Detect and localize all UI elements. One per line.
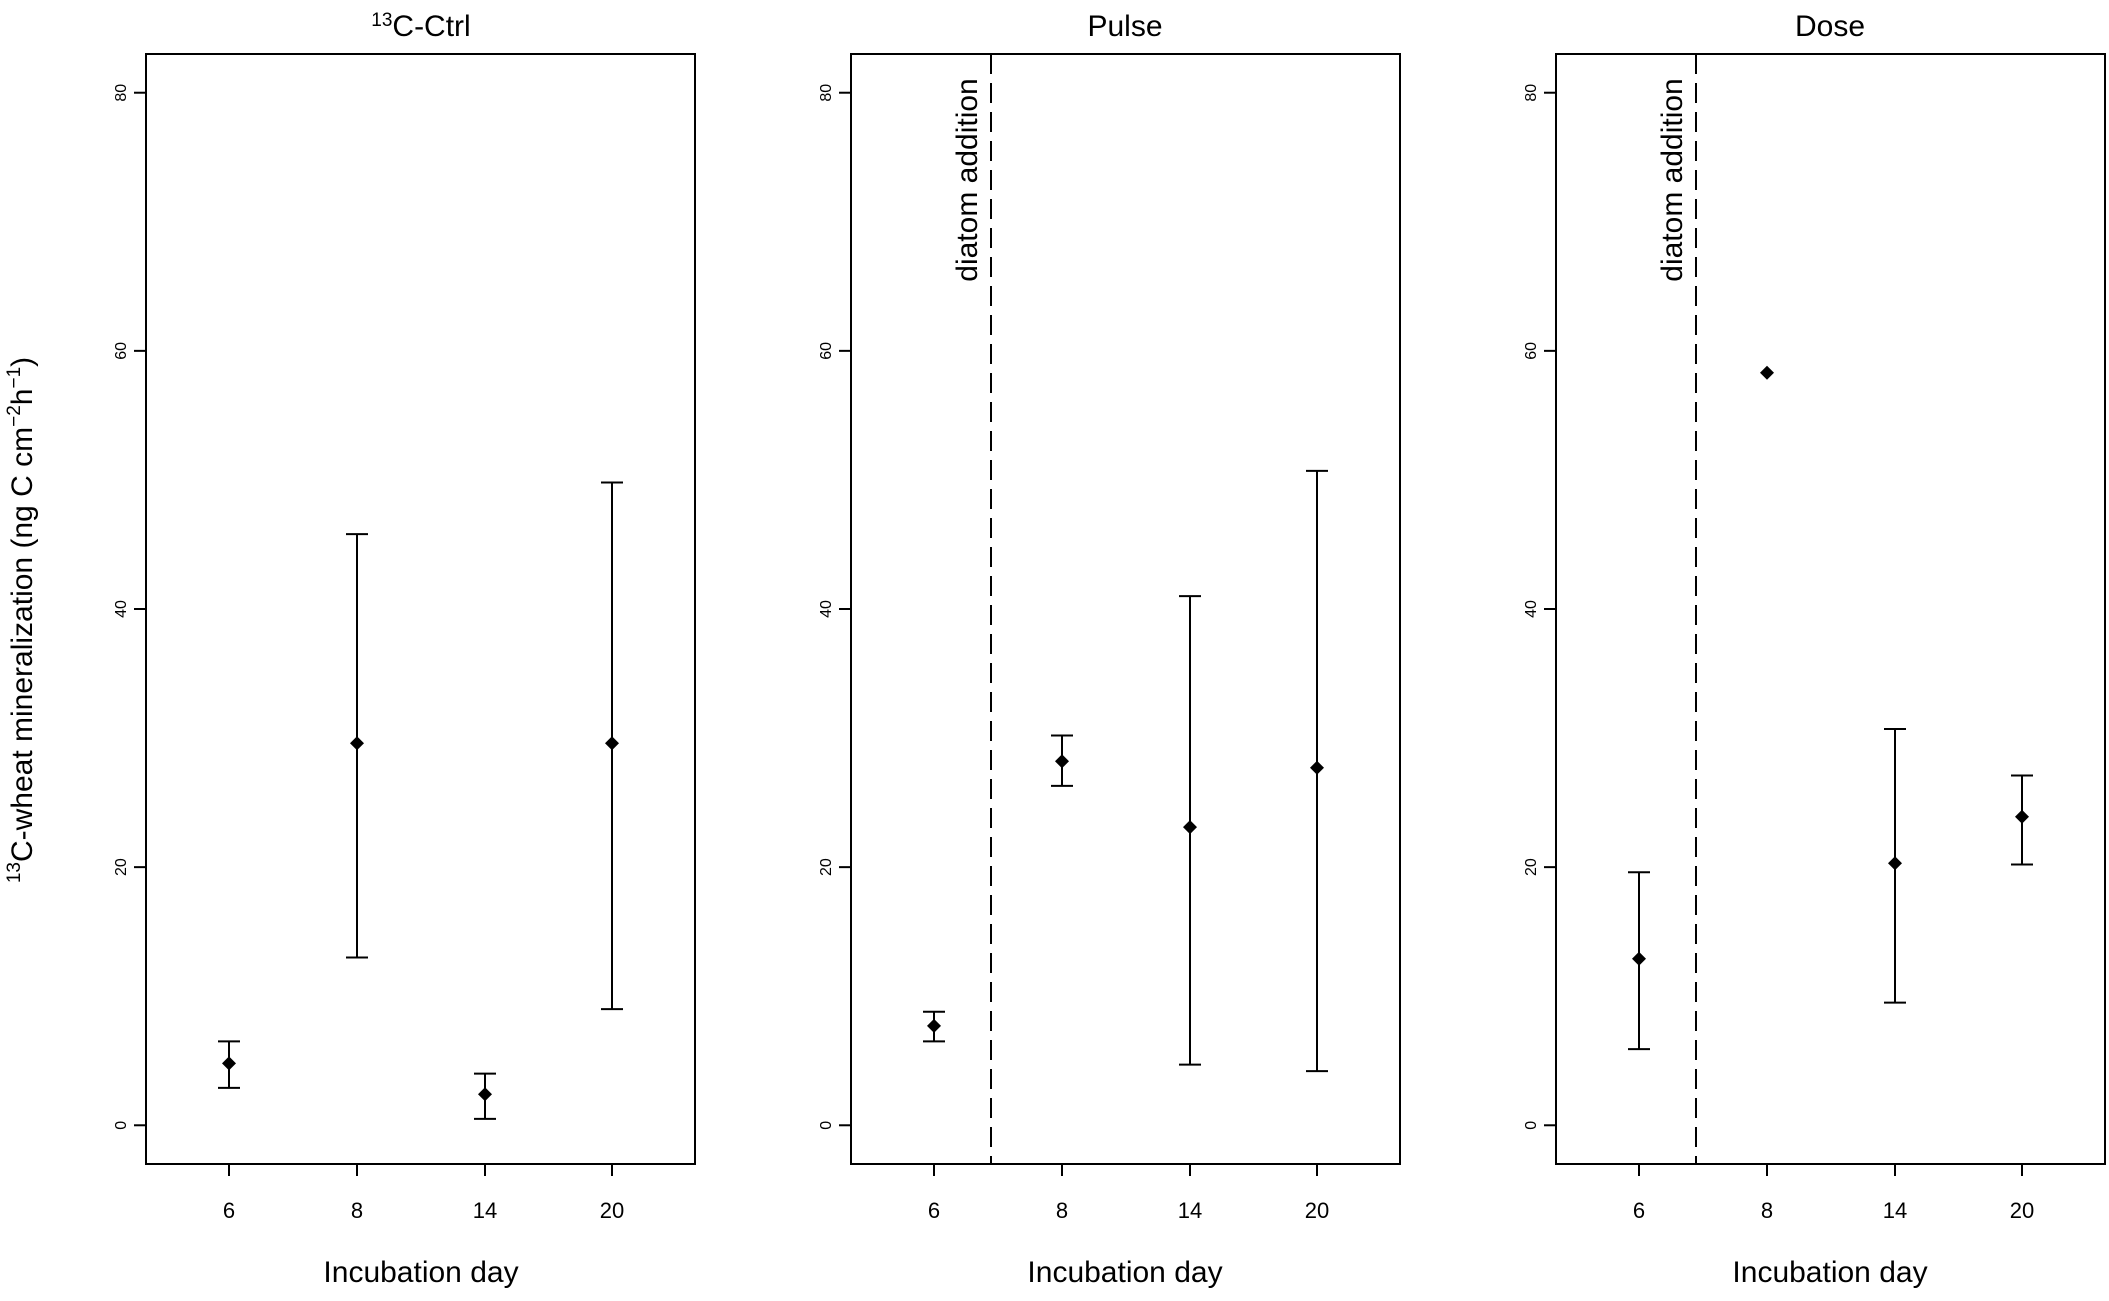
data-point xyxy=(222,1056,236,1071)
x-tick-label: 8 xyxy=(1056,1198,1068,1223)
y-tick-label: 0 xyxy=(818,1121,835,1130)
y-tick-label: 0 xyxy=(1523,1121,1540,1130)
data-point xyxy=(478,1087,492,1102)
data-point xyxy=(1888,856,1902,871)
panel-pulse: Pulse 0 20 40 60 80 6 8 14 20 diatom addition I… xyxy=(818,10,1401,1289)
data-point xyxy=(1055,754,1069,769)
x-axis: 6 8 14 20 xyxy=(223,1164,624,1223)
y-tick-label: 40 xyxy=(113,600,130,618)
data-point xyxy=(1310,760,1324,775)
y-label-h: h xyxy=(6,389,39,406)
y-tick-label: 20 xyxy=(113,858,130,876)
data-point xyxy=(927,1018,941,1033)
y-tick-label: 60 xyxy=(113,342,130,360)
data-point xyxy=(2015,809,2029,824)
y-label-main: C-wheat mineralization (ng C cm xyxy=(6,427,39,862)
y-tick-label: 60 xyxy=(818,342,835,360)
diatom-addition-annotation: diatom addition xyxy=(951,54,992,1164)
data-point xyxy=(1183,820,1197,835)
y-tick-label: 40 xyxy=(1523,600,1540,618)
y-label-exp2: −1 xyxy=(4,367,25,389)
data-point xyxy=(605,736,619,751)
x-tick-label: 14 xyxy=(473,1198,497,1223)
diatom-addition-annotation: diatom addition xyxy=(1656,54,1697,1164)
x-axis: 6 8 14 20 xyxy=(1633,1164,2034,1223)
y-axis: 0 20 40 60 80 xyxy=(1523,84,1556,1130)
annotation-label: diatom addition xyxy=(951,78,984,281)
x-tick-label: 20 xyxy=(2010,1198,2034,1223)
y-tick-label: 80 xyxy=(818,84,835,102)
x-tick-label: 14 xyxy=(1883,1198,1907,1223)
x-tick-label: 20 xyxy=(1305,1198,1329,1223)
x-tick-label: 6 xyxy=(1633,1198,1645,1223)
panel-ctrl: 13C-Ctrl 0 20 40 60 80 6 8 14 20 Incubation day xyxy=(113,10,696,1289)
data-point xyxy=(1632,951,1646,966)
y-label-exp1: −2 xyxy=(4,405,25,427)
y-axis: 0 20 40 60 80 xyxy=(818,84,851,1130)
y-tick-label: 20 xyxy=(1523,858,1540,876)
y-axis-label: 13C-wheat mineralization (ng C cm−2h−1) xyxy=(4,357,39,883)
y-tick-label: 80 xyxy=(113,84,130,102)
data-point xyxy=(1760,365,1774,380)
annotation-label: diatom addition xyxy=(1656,78,1689,281)
y-label-isotope: 13 xyxy=(4,862,25,883)
panel-title: Dose xyxy=(1795,10,1865,43)
y-axis: 0 20 40 60 80 xyxy=(113,84,146,1130)
data-marks xyxy=(923,469,1328,1073)
panel-title-text: C-Ctrl xyxy=(392,10,470,43)
x-axis-label: Incubation day xyxy=(1027,1256,1222,1289)
svg-text:13C-wheat mineralization (ng C: 13C-wheat mineralization (ng C cm−2h−1) xyxy=(4,357,39,883)
y-label-close: ) xyxy=(6,357,39,367)
y-tick-label: 20 xyxy=(818,858,835,876)
x-tick-label: 6 xyxy=(928,1198,940,1223)
x-axis: 6 8 14 20 xyxy=(928,1164,1329,1223)
x-tick-label: 8 xyxy=(351,1198,363,1223)
y-tick-label: 0 xyxy=(113,1121,130,1130)
data-marks xyxy=(1628,365,2033,1051)
x-tick-label: 14 xyxy=(1178,1198,1202,1223)
x-tick-label: 8 xyxy=(1761,1198,1773,1223)
y-tick-label: 80 xyxy=(1523,84,1540,102)
x-axis-label: Incubation day xyxy=(323,1256,518,1289)
data-marks xyxy=(218,481,623,1120)
data-point xyxy=(350,736,364,751)
panel-title: Pulse xyxy=(1087,10,1162,43)
panel-dose: Dose 0 20 40 60 80 6 8 14 20 diatom addition In… xyxy=(1523,10,2106,1289)
panel-title-isotope: 13 xyxy=(371,10,392,31)
panel-title: 13C-Ctrl xyxy=(371,10,470,43)
x-axis-label: Incubation day xyxy=(1732,1256,1927,1289)
x-tick-label: 6 xyxy=(223,1198,235,1223)
y-tick-label: 40 xyxy=(818,600,835,618)
y-tick-label: 60 xyxy=(1523,342,1540,360)
x-tick-label: 20 xyxy=(600,1198,624,1223)
